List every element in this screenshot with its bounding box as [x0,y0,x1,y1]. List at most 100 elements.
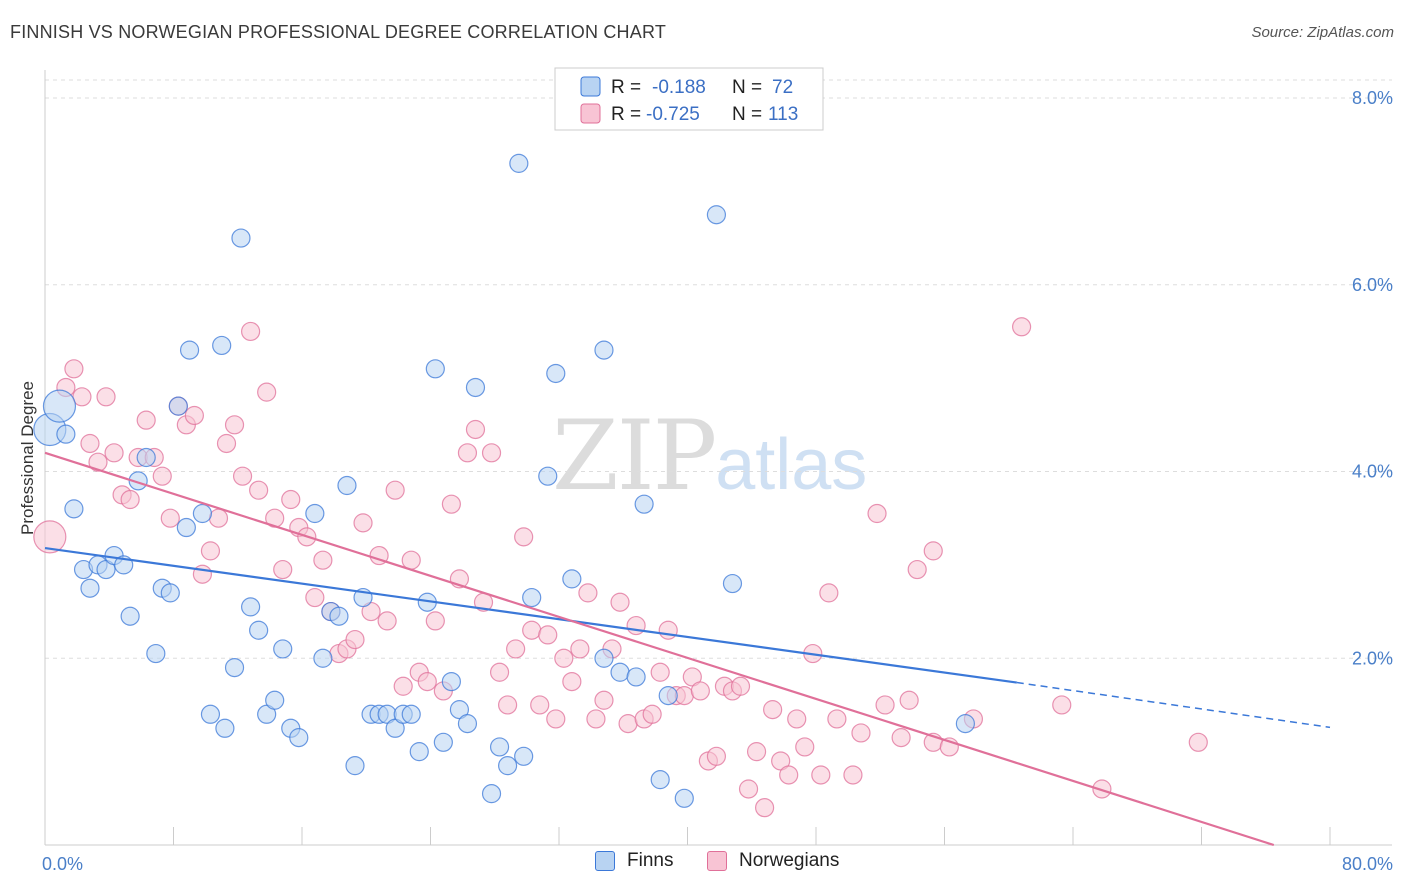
norwegians-point[interactable] [377,611,397,631]
norwegians-point[interactable] [216,433,237,454]
norwegians-point[interactable] [104,443,124,463]
norwegians-point[interactable] [64,359,84,379]
norwegians-point[interactable] [441,494,461,514]
norwegians-point[interactable] [1052,695,1072,715]
norwegians-point[interactable] [385,480,405,500]
norwegians-point[interactable] [530,695,550,715]
finns-point[interactable] [481,784,502,804]
norwegians-point[interactable] [281,489,301,510]
finns-point[interactable] [120,606,140,626]
norwegians-point[interactable] [787,709,807,729]
norwegians-point[interactable] [690,681,710,701]
finns-point[interactable] [200,704,221,724]
norwegians-point[interactable] [891,728,911,748]
norwegians-point[interactable] [578,583,598,603]
finns-point[interactable] [658,686,678,706]
norwegians-point[interactable] [867,503,887,524]
norwegians-point[interactable] [200,541,221,561]
finns-point[interactable] [457,714,478,734]
norwegians-point[interactable] [249,480,269,500]
norwegians-point[interactable] [570,639,590,659]
finns-point[interactable] [146,643,166,664]
norwegians-point[interactable] [136,410,156,430]
finns-point[interactable] [249,620,269,640]
norwegians-point[interactable] [273,559,293,580]
finns-point[interactable] [722,573,743,594]
norwegians-point[interactable] [650,662,670,682]
norwegians-point[interactable] [313,550,333,570]
finns-point[interactable] [489,737,510,757]
legend-item-norwegians[interactable]: Norwegians [707,850,839,872]
finns-point[interactable] [179,340,200,360]
norwegians-point[interactable] [586,709,606,729]
finns-point[interactable] [56,424,76,444]
norwegians-point[interactable] [152,466,172,486]
norwegians-point[interactable] [1092,779,1112,799]
norwegians-point[interactable] [96,387,116,407]
finns-point[interactable] [465,377,486,398]
norwegians-point[interactable] [795,737,815,757]
norwegians-point[interactable] [184,405,204,426]
finns-point[interactable] [425,359,445,379]
norwegians-point[interactable] [851,723,871,743]
finns-point[interactable] [273,639,293,659]
norwegians-point[interactable] [642,704,662,724]
norwegians-point[interactable] [923,541,943,561]
norwegians-point[interactable] [811,765,831,785]
norwegians-point[interactable] [465,419,486,440]
finns-point[interactable] [345,756,365,776]
finns-point[interactable] [594,648,614,668]
norwegians-point[interactable] [120,489,140,510]
finns-point[interactable] [168,396,188,416]
finns-point[interactable] [538,466,558,486]
norwegians-point[interactable] [819,583,839,603]
norwegians-point[interactable] [241,321,261,342]
norwegians-point[interactable] [417,671,437,692]
finns-point[interactable] [634,494,654,514]
finns-point[interactable] [224,657,245,678]
finns-point[interactable] [562,569,582,589]
finns-point[interactable] [337,475,357,496]
finns-point[interactable] [409,742,429,762]
finns-point[interactable] [401,704,421,724]
norwegians-point[interactable] [763,700,783,720]
finns-point[interactable] [212,335,232,356]
norwegians-point[interactable] [730,676,751,696]
finns-point[interactable] [610,662,630,682]
norwegians-point[interactable] [208,508,229,528]
norwegians-point[interactable] [481,443,502,463]
norwegians-point[interactable] [257,382,277,402]
norwegians-point[interactable] [224,415,245,435]
norwegians-point[interactable] [393,676,413,696]
finns-point[interactable] [64,499,84,519]
finns-point[interactable] [674,788,694,808]
norwegians-point[interactable] [658,620,678,640]
norwegians-point[interactable] [345,629,365,650]
finns-point[interactable] [509,153,529,173]
norwegians-point[interactable] [738,779,759,799]
norwegians-point[interactable] [538,625,558,645]
norwegians-point[interactable] [160,508,180,528]
finns-point[interactable] [514,746,534,766]
finns-point[interactable] [241,597,261,617]
norwegians-point[interactable] [875,695,895,715]
finns-point[interactable] [42,389,77,423]
finns-point[interactable] [215,718,235,738]
finns-point[interactable] [329,606,349,626]
norwegians-point[interactable] [33,520,67,554]
finns-point[interactable] [80,578,100,598]
finns-point[interactable] [265,690,285,710]
finns-point[interactable] [192,503,213,524]
norwegians-point[interactable] [1188,732,1208,752]
norwegians-point[interactable] [626,615,646,636]
norwegians-point[interactable] [498,695,518,715]
norwegians-point[interactable] [457,443,478,463]
finns-point[interactable] [594,340,614,360]
finns-point[interactable] [313,648,333,668]
norwegians-point[interactable] [554,648,574,668]
norwegians-point[interactable] [1011,317,1032,337]
finns-point[interactable] [498,756,518,776]
finns-point[interactable] [626,667,646,687]
finns-point[interactable] [289,728,309,748]
finns-point[interactable] [441,671,461,692]
